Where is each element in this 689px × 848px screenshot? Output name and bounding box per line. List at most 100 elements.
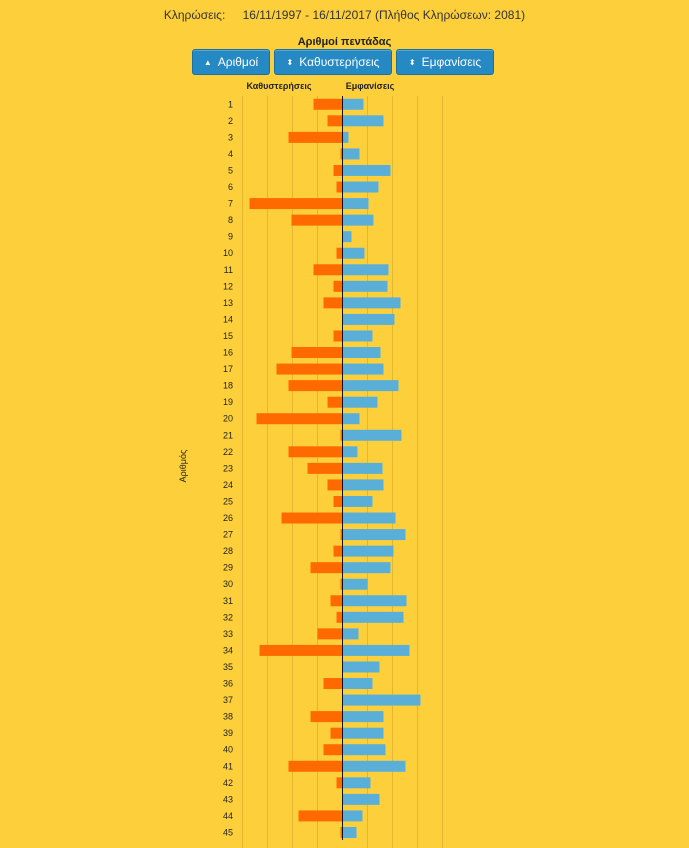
- delay-bar[interactable]: [323, 678, 343, 690]
- appearance-bar[interactable]: [342, 793, 380, 805]
- delay-bar[interactable]: [288, 446, 343, 458]
- appearance-bar[interactable]: [342, 363, 384, 375]
- appearance-bar[interactable]: [342, 595, 407, 607]
- delay-bar[interactable]: [276, 363, 343, 375]
- delay-bar[interactable]: [310, 562, 343, 574]
- appearance-bar[interactable]: [342, 297, 401, 309]
- appearance-bar[interactable]: [342, 164, 391, 176]
- delay-bar[interactable]: [313, 98, 343, 110]
- appearance-bar[interactable]: [342, 628, 359, 640]
- sort-icon: ⬍: [286, 58, 294, 67]
- delay-bar[interactable]: [340, 429, 343, 441]
- delay-bar[interactable]: [336, 777, 343, 789]
- appearance-bar[interactable]: [342, 198, 369, 210]
- appearance-bar[interactable]: [342, 131, 349, 143]
- category-label: 9: [228, 232, 233, 242]
- appearance-bar[interactable]: [342, 380, 399, 392]
- delay-bar[interactable]: [340, 826, 343, 838]
- appearance-bar[interactable]: [342, 826, 357, 838]
- delay-bar[interactable]: [333, 330, 343, 342]
- delays-column-header: Καθυστερήσεις: [246, 81, 311, 91]
- delay-bar[interactable]: [298, 810, 343, 822]
- appearance-bar[interactable]: [342, 462, 383, 474]
- appearance-bar[interactable]: [342, 760, 406, 772]
- sort-by-delays-button[interactable]: ⬍ Καθυστερήσεις: [274, 49, 392, 75]
- delay-bar[interactable]: [330, 595, 343, 607]
- appearance-bar[interactable]: [342, 330, 373, 342]
- delay-bar[interactable]: [323, 744, 343, 756]
- appearance-bar[interactable]: [342, 247, 365, 259]
- category-label: 31: [223, 596, 233, 606]
- delay-bar[interactable]: [333, 280, 343, 292]
- delay-bar[interactable]: [327, 115, 343, 127]
- appearance-bar[interactable]: [342, 264, 389, 276]
- delay-bar[interactable]: [336, 181, 343, 193]
- category-label: 2: [228, 116, 233, 126]
- category-label: 25: [223, 496, 233, 506]
- appearance-bar[interactable]: [342, 214, 374, 226]
- category-label: 39: [223, 728, 233, 738]
- delay-bar[interactable]: [333, 164, 343, 176]
- appearance-bar[interactable]: [342, 231, 352, 243]
- appearance-bar[interactable]: [342, 280, 388, 292]
- appearance-bar[interactable]: [342, 115, 384, 127]
- appearance-bar[interactable]: [342, 529, 406, 541]
- category-label: 11: [224, 265, 233, 275]
- appearance-bar[interactable]: [342, 181, 379, 193]
- sort-by-appearances-button[interactable]: ⬍ Εμφανίσεις: [396, 49, 494, 75]
- appearance-bar[interactable]: [342, 678, 373, 690]
- appearance-bar[interactable]: [342, 644, 410, 656]
- delay-bar[interactable]: [288, 380, 343, 392]
- delay-bar[interactable]: [336, 611, 343, 623]
- delay-bar[interactable]: [330, 727, 343, 739]
- delay-bar[interactable]: [317, 628, 343, 640]
- appearance-bar[interactable]: [342, 545, 394, 557]
- appearance-bar[interactable]: [342, 810, 363, 822]
- appearance-bar[interactable]: [342, 661, 380, 673]
- category-label: 33: [223, 629, 233, 639]
- delay-bar[interactable]: [291, 347, 343, 359]
- appearance-bar[interactable]: [342, 711, 384, 723]
- appearance-bar[interactable]: [342, 495, 373, 507]
- appearance-bar[interactable]: [342, 479, 384, 491]
- delay-bar[interactable]: [323, 297, 343, 309]
- delay-bar[interactable]: [249, 198, 343, 210]
- delay-bar[interactable]: [327, 479, 343, 491]
- appearance-bar[interactable]: [342, 727, 384, 739]
- category-label: 37: [223, 695, 233, 705]
- appearance-bar[interactable]: [342, 694, 421, 706]
- appearance-bar[interactable]: [342, 396, 378, 408]
- delay-bar[interactable]: [307, 462, 343, 474]
- delay-bar[interactable]: [340, 148, 343, 160]
- appearance-bar[interactable]: [342, 313, 395, 325]
- delay-bar[interactable]: [288, 131, 343, 143]
- appearance-bar[interactable]: [342, 347, 381, 359]
- appearance-bar[interactable]: [342, 429, 402, 441]
- delay-bar[interactable]: [259, 644, 343, 656]
- appearance-bar[interactable]: [342, 777, 371, 789]
- delay-bar[interactable]: [327, 396, 343, 408]
- appearance-bar[interactable]: [342, 512, 396, 524]
- appearance-bar[interactable]: [342, 98, 364, 110]
- delay-bar[interactable]: [340, 529, 343, 541]
- delay-bar[interactable]: [281, 512, 343, 524]
- sort-by-numbers-button[interactable]: ▲ Αριθμοί: [192, 49, 270, 75]
- delay-bar[interactable]: [313, 264, 343, 276]
- category-label: 43: [223, 794, 233, 804]
- appearance-bar[interactable]: [342, 611, 404, 623]
- appearance-bar[interactable]: [342, 744, 386, 756]
- delay-bar[interactable]: [336, 247, 343, 259]
- appearance-bar[interactable]: [342, 446, 358, 458]
- appearance-bar[interactable]: [342, 148, 360, 160]
- delay-bar[interactable]: [256, 413, 343, 425]
- appearance-bar[interactable]: [342, 562, 391, 574]
- delay-bar[interactable]: [340, 578, 343, 590]
- delay-bar[interactable]: [333, 495, 343, 507]
- delay-bar[interactable]: [291, 214, 343, 226]
- appearance-bar[interactable]: [342, 413, 360, 425]
- appearance-bar[interactable]: [342, 578, 368, 590]
- category-label: 42: [223, 778, 233, 788]
- delay-bar[interactable]: [288, 760, 343, 772]
- delay-bar[interactable]: [310, 711, 343, 723]
- delay-bar[interactable]: [333, 545, 343, 557]
